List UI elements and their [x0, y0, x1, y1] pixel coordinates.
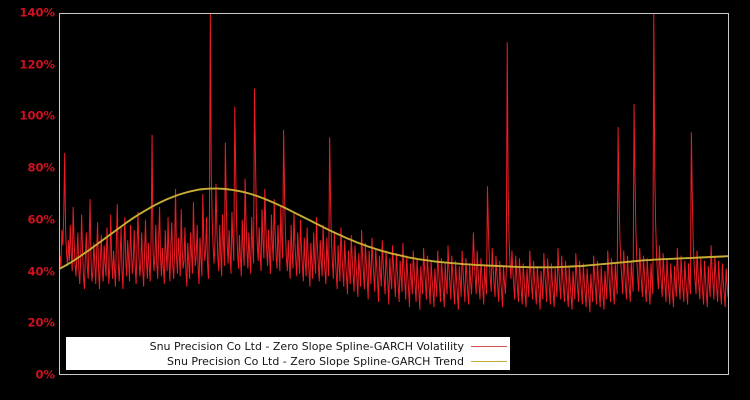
y-axis-labels: 0% 20% 40% 60% 80% 100% 120% 140% — [0, 0, 55, 400]
y-axis-tick-140: 140% — [19, 5, 55, 20]
legend-entry-volatility: Snu Precision Co Ltd - Zero Slope Spline… — [67, 339, 507, 354]
y-axis-tick-80: 80% — [27, 160, 55, 175]
volatility-series-line — [60, 14, 728, 313]
plot-area — [59, 13, 729, 375]
legend-swatch-trend — [471, 360, 507, 362]
chart-canvas — [60, 14, 728, 313]
legend-swatch-volatility — [471, 345, 507, 347]
legend-entry-trend: Snu Precision Co Ltd - Zero Slope Spline… — [67, 354, 507, 369]
y-axis-tick-60: 60% — [27, 212, 55, 227]
y-axis-tick-120: 120% — [19, 56, 55, 71]
legend-label-volatility: Snu Precision Co Ltd - Zero Slope Spline… — [149, 339, 464, 353]
chart-legend: Snu Precision Co Ltd - Zero Slope Spline… — [66, 337, 510, 370]
y-axis-tick-0: 0% — [35, 367, 55, 382]
y-axis-tick-100: 100% — [19, 108, 55, 123]
y-axis-tick-20: 20% — [27, 315, 55, 330]
trend-series-line — [60, 187, 728, 270]
y-axis-tick-40: 40% — [27, 263, 55, 278]
legend-label-trend: Snu Precision Co Ltd - Zero Slope Spline… — [166, 354, 464, 368]
